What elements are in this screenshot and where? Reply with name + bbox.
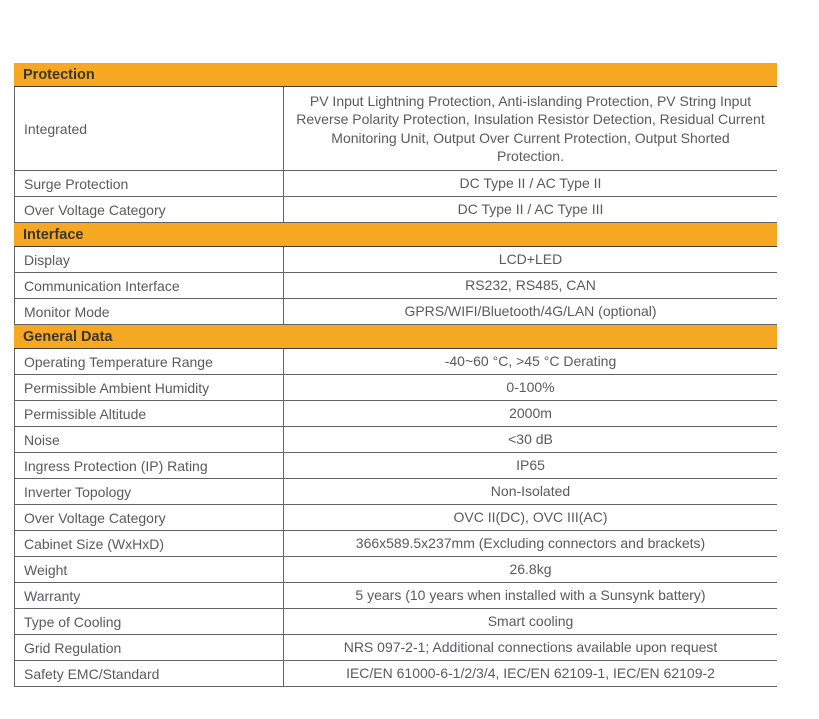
row-label: Monitor Mode [24, 303, 110, 320]
row-label: Safety EMC/Standard [24, 665, 160, 682]
table-row-over-voltage-category: Over Voltage Category DC Type II / AC Typ… [14, 197, 777, 223]
table-row-display: Display LCD+LED [14, 247, 777, 273]
row-label: Warranty [24, 587, 81, 604]
row-value: 26.8kg [283, 557, 777, 582]
row-value: OVC II(DC), OVC III(AC) [283, 505, 777, 530]
row-label: Integrated [24, 120, 88, 137]
row-value: 2000m [283, 401, 777, 426]
table-row-noise: Noise <30 dB [14, 427, 777, 453]
row-value: IEC/EN 61000-6-1/2/3/4, IEC/EN 62109-1, … [283, 661, 777, 686]
table-row-operating-temperature-range: Operating Temperature Range -40~60 °C, >4… [14, 349, 777, 375]
table-row-communication-interface: Communication Interface RS232, RS485, CAN [14, 273, 777, 299]
row-value: 366x589.5x237mm (Excluding connectors an… [283, 531, 777, 556]
row-value: LCD+LED [283, 247, 777, 272]
table-row-grid-regulation: Grid Regulation NRS 097-2-1; Additional c… [14, 635, 777, 661]
table-row-inverter-topology: Inverter Topology Non-Isolated [14, 479, 777, 505]
row-value: 0-100% [283, 375, 777, 400]
row-value: DC Type II / AC Type II [283, 171, 777, 196]
row-label: Cabinet Size (WxHxD) [24, 535, 165, 552]
table-row-weight: Weight 26.8kg [14, 557, 777, 583]
row-label: Permissible Altitude [24, 405, 147, 422]
section-header-interface: Interface [14, 223, 777, 247]
row-label: Noise [24, 431, 60, 448]
row-value: PV Input Lightning Protection, Anti-isla… [283, 87, 777, 170]
table-row-over-voltage-category: Over Voltage Category OVC II(DC), OVC III… [14, 505, 777, 531]
row-value: GPRS/WIFI/Bluetooth/4G/LAN (optional) [283, 299, 777, 324]
row-label: Over Voltage Category [24, 201, 166, 218]
row-value: NRS 097-2-1; Additional connections avai… [283, 635, 777, 660]
table-row-safety-emc-standard: Safety EMC/Standard IEC/EN 61000-6-1/2/3/… [14, 661, 777, 687]
row-label: Type of Cooling [24, 613, 122, 630]
row-label: Display [24, 251, 70, 268]
table-row-integrated: Integrated PV Input Lightning Protection,… [14, 87, 777, 171]
row-label: Grid Regulation [24, 639, 122, 656]
row-label: Ingress Protection (IP) Rating [24, 457, 208, 474]
row-value: <30 dB [283, 427, 777, 452]
table-row-monitor-mode: Monitor Mode GPRS/WIFI/Bluetooth/4G/LAN (… [14, 299, 777, 325]
row-label: Over Voltage Category [24, 509, 166, 526]
table-row-cabinet-size-wxhxd: Cabinet Size (WxHxD) 366x589.5x237mm (Exc… [14, 531, 777, 557]
row-label: Operating Temperature Range [24, 353, 213, 370]
row-value: Smart cooling [283, 609, 777, 634]
table-row-surge-protection: Surge Protection DC Type II / AC Type II [14, 171, 777, 197]
table-row-warranty: Warranty 5 years (10 years when installed… [14, 583, 777, 609]
row-value: RS232, RS485, CAN [283, 273, 777, 298]
table-row-type-of-cooling: Type of Cooling Smart cooling [14, 609, 777, 635]
row-value: DC Type II / AC Type III [283, 197, 777, 222]
row-label: Communication Interface [24, 277, 180, 294]
row-label: Inverter Topology [24, 483, 132, 500]
row-label: Permissible Ambient Humidity [24, 379, 210, 396]
row-label: Weight [24, 561, 68, 578]
table-row-permissible-altitude: Permissible Altitude 2000m [14, 401, 777, 427]
row-value: -40~60 °C, >45 °C Derating [283, 349, 777, 374]
table-row-ingress-protection-ip-rating: Ingress Protection (IP) Rating IP65 [14, 453, 777, 479]
table-row-permissible-ambient-humidity: Permissible Ambient Humidity 0-100% [14, 375, 777, 401]
row-value: 5 years (10 years when installed with a … [283, 583, 777, 608]
row-label: Surge Protection [24, 175, 129, 192]
section-header-general-data: General Data [14, 325, 777, 349]
spec-table: Protection Integrated PV Input Lightning P… [14, 63, 777, 687]
row-value: Non-Isolated [283, 479, 777, 504]
section-header-protection: Protection [14, 63, 777, 87]
row-value: IP65 [283, 453, 777, 478]
